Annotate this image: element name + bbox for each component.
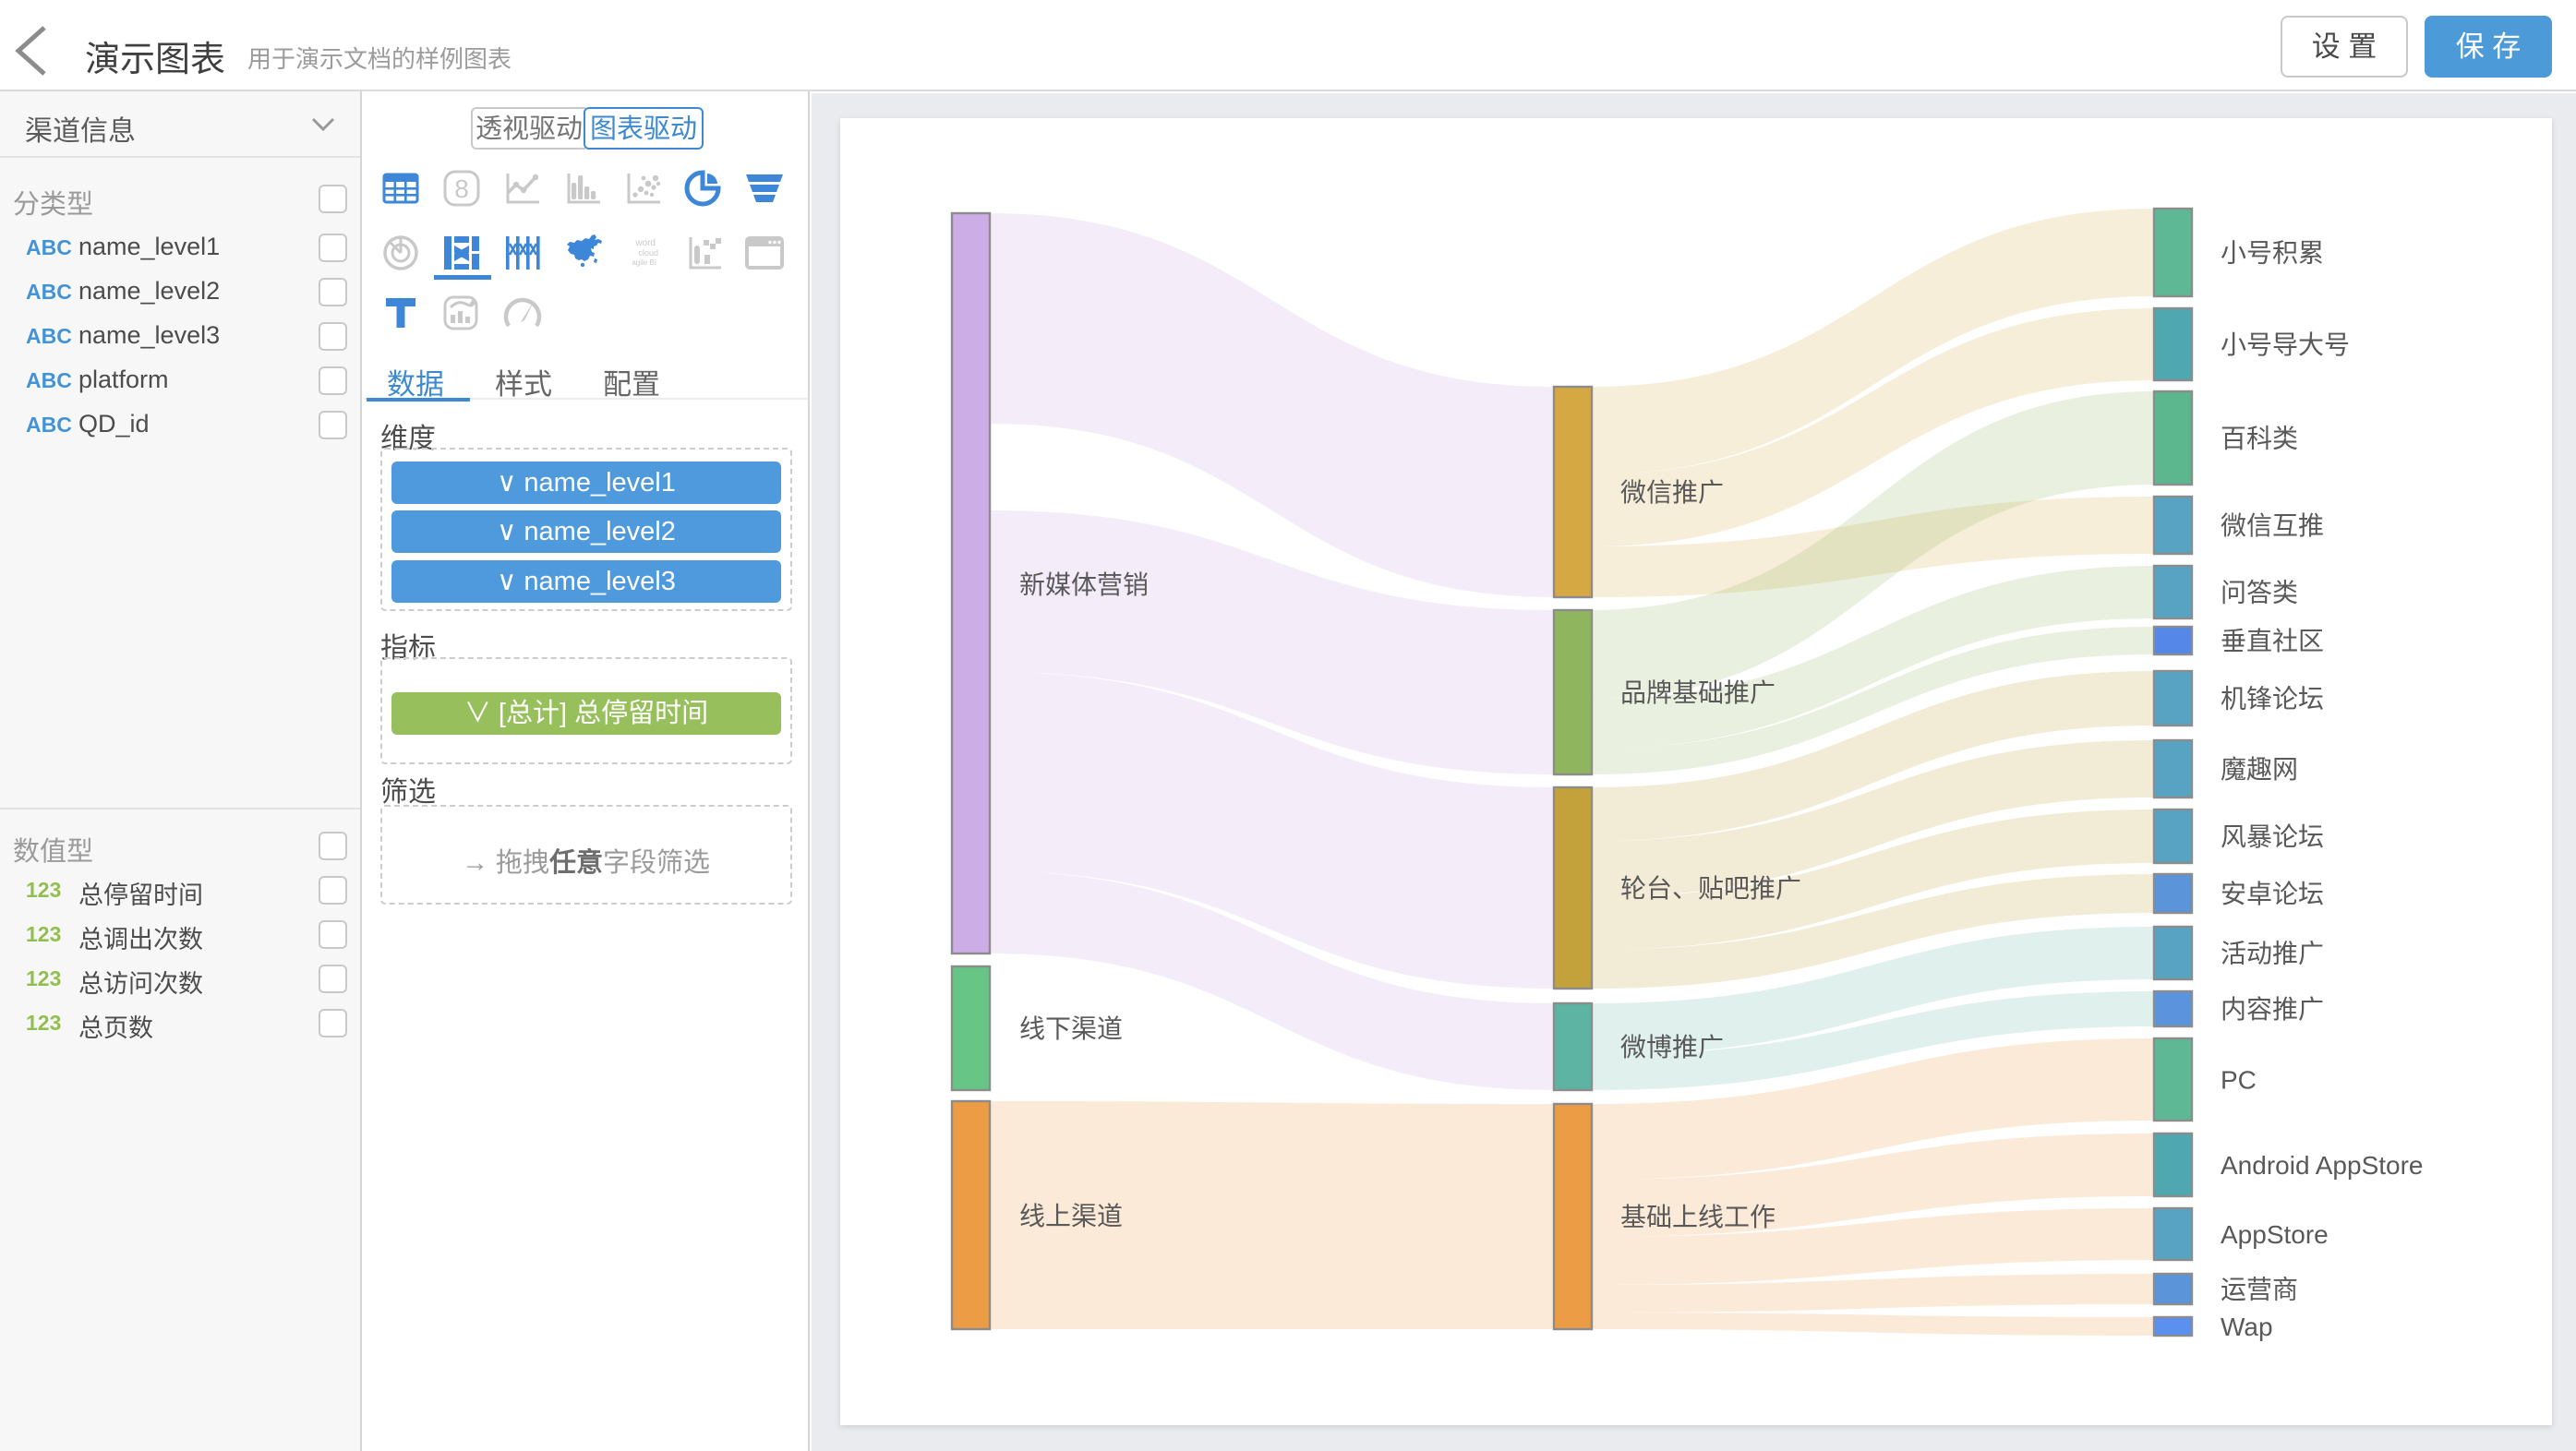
svg-text:word: word — [634, 238, 656, 248]
svg-text:agile BI: agile BI — [632, 258, 656, 267]
svg-text:cloud: cloud — [638, 248, 658, 258]
svg-text:8: 8 — [454, 174, 469, 203]
